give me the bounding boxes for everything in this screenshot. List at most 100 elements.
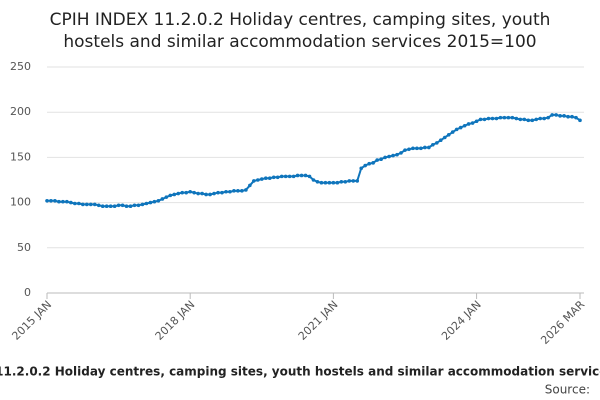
- point: [435, 141, 439, 145]
- point: [259, 177, 264, 181]
- point: [379, 157, 383, 162]
- point: [498, 115, 503, 120]
- point: [427, 145, 431, 150]
- point: [303, 173, 308, 178]
- point: [236, 189, 240, 193]
- point: [574, 115, 578, 120]
- point: [554, 113, 558, 117]
- point: [256, 178, 260, 182]
- point: [80, 202, 85, 207]
- point: [96, 203, 101, 208]
- point: [387, 154, 391, 159]
- point: [558, 114, 562, 118]
- point: [550, 113, 554, 117]
- point: [522, 117, 527, 122]
- point: [248, 183, 252, 188]
- y-tick-label: 100: [10, 196, 31, 209]
- point: [104, 204, 109, 209]
- point: [128, 204, 133, 209]
- point: [315, 180, 320, 184]
- point: [279, 174, 284, 179]
- point: [351, 179, 356, 183]
- chart-title: CPIH INDEX 11.2.0.2 Holiday centres, cam…: [50, 10, 551, 30]
- chart-title: hostels and similar accommodation servic…: [63, 32, 536, 52]
- point: [61, 199, 65, 204]
- point: [168, 193, 173, 198]
- point: [454, 127, 459, 132]
- point: [502, 115, 507, 120]
- point: [478, 117, 483, 122]
- point: [160, 197, 165, 201]
- point: [73, 201, 77, 206]
- point: [220, 190, 224, 195]
- point: [271, 175, 276, 180]
- point: [490, 116, 495, 121]
- point: [124, 204, 129, 209]
- point: [415, 146, 419, 151]
- point: [474, 119, 479, 124]
- point: [311, 178, 316, 182]
- point: [295, 173, 300, 178]
- point: [526, 118, 531, 123]
- point: [335, 180, 340, 185]
- point: [423, 145, 427, 150]
- caption: CPIH INDEX 11.2.0.2 Holiday centres, cam…: [0, 365, 600, 379]
- point: [45, 198, 49, 203]
- y-tick-label: 150: [10, 150, 31, 163]
- point: [267, 176, 272, 180]
- point: [100, 204, 105, 209]
- x-tick-label: 2015 JAN: [9, 298, 54, 343]
- point: [287, 174, 292, 179]
- point: [367, 161, 371, 166]
- point: [466, 122, 471, 126]
- point: [470, 121, 475, 125]
- point: [403, 148, 407, 152]
- point: [148, 200, 153, 205]
- x-tick-label: 2018 JAN: [153, 298, 198, 343]
- point: [578, 118, 582, 123]
- point: [116, 203, 121, 208]
- point: [188, 189, 192, 194]
- point: [359, 166, 364, 171]
- point: [224, 189, 228, 194]
- point: [156, 198, 161, 203]
- point: [395, 152, 399, 157]
- y-tick-label: 50: [17, 241, 31, 254]
- point: [450, 130, 455, 134]
- point: [458, 125, 463, 130]
- point: [263, 176, 268, 180]
- point: [275, 175, 280, 180]
- point: [299, 173, 304, 178]
- point: [88, 202, 93, 207]
- point: [399, 151, 403, 155]
- point: [69, 200, 73, 205]
- point: [438, 138, 443, 143]
- point: [323, 180, 328, 185]
- x-tick-label: 2021 JAN: [296, 298, 341, 343]
- point: [49, 198, 53, 203]
- point: [196, 191, 200, 196]
- point: [307, 174, 312, 179]
- point: [431, 142, 435, 147]
- point: [65, 199, 69, 204]
- point: [244, 188, 248, 192]
- y-tick-label: 250: [10, 60, 31, 73]
- point: [140, 202, 145, 207]
- point: [343, 180, 348, 184]
- point: [383, 155, 387, 160]
- point: [363, 163, 368, 168]
- point: [566, 114, 570, 119]
- point: [462, 123, 467, 128]
- point: [562, 114, 566, 118]
- point: [53, 198, 57, 203]
- point: [152, 199, 157, 204]
- point: [339, 180, 344, 184]
- point: [327, 180, 332, 185]
- point: [132, 203, 137, 208]
- point: [120, 203, 125, 208]
- point: [180, 190, 185, 195]
- point: [192, 190, 196, 195]
- point: [208, 192, 212, 197]
